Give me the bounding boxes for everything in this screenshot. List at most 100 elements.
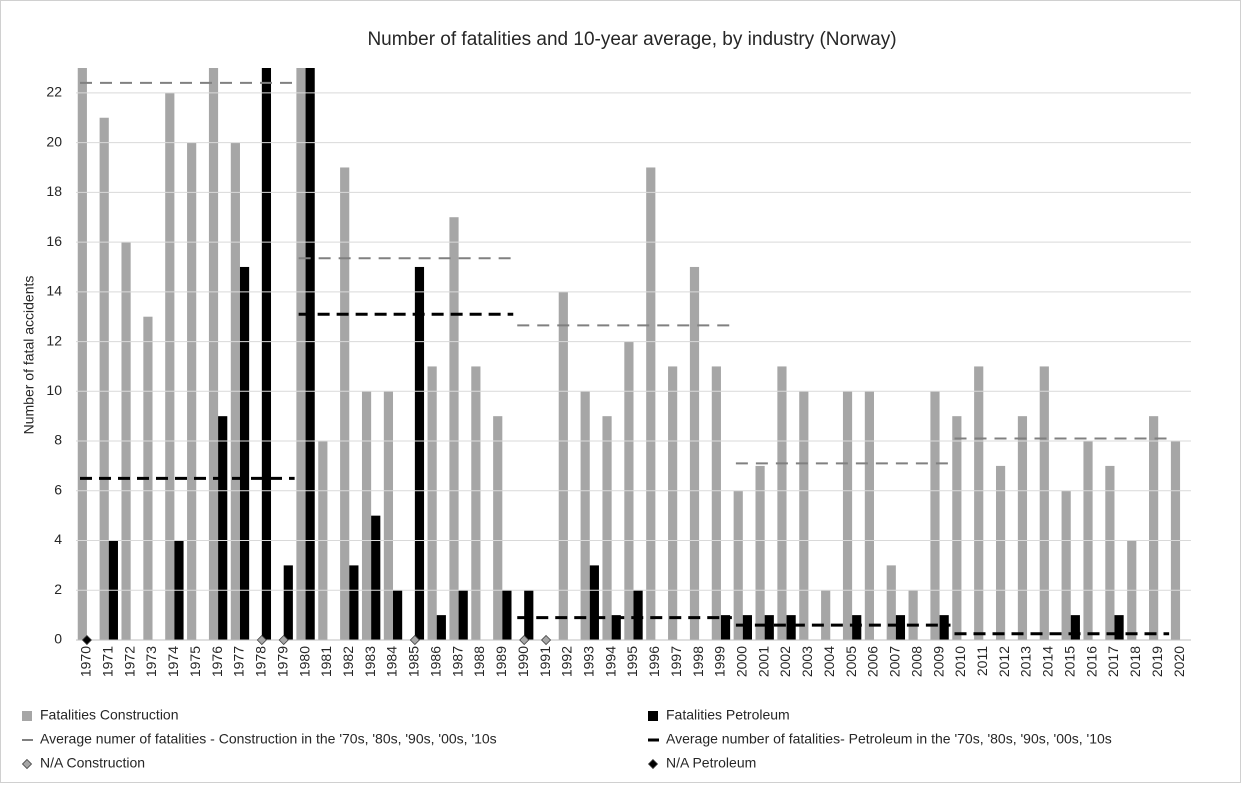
y-tick-label: 22 [46, 84, 62, 100]
bar [361, 391, 372, 640]
bar [633, 590, 643, 640]
bar [646, 167, 656, 640]
bar [908, 590, 918, 640]
bar [852, 615, 862, 640]
bar [733, 490, 743, 640]
x-tick-label: 2004 [821, 646, 837, 677]
legend-label: Average numer of fatalities - Constructi… [40, 731, 497, 747]
bar [383, 391, 394, 640]
bar [371, 515, 381, 640]
bar [1061, 490, 1071, 640]
y-tick-label: 0 [54, 631, 62, 647]
bar [449, 217, 459, 640]
chart-title: Number of fatalities and 10-year average… [367, 29, 896, 50]
x-tick-label: 1977 [231, 646, 247, 677]
bar [995, 465, 1006, 640]
x-tick-label: 1975 [187, 646, 203, 677]
x-tick-label: 1978 [253, 646, 269, 677]
bar [952, 416, 962, 640]
x-tick-label: 1986 [427, 646, 443, 677]
na-marker [256, 634, 267, 646]
bar [208, 68, 219, 641]
bar [786, 615, 796, 640]
y-tick-label: 16 [46, 233, 62, 249]
bar [261, 68, 272, 641]
x-tick-label: 2017 [1105, 646, 1121, 677]
bar [524, 590, 534, 640]
x-tick-label: 1990 [515, 646, 531, 677]
x-tick-label: 1970 [78, 646, 94, 677]
y-tick-label: 12 [46, 332, 62, 348]
y-tick-label: 6 [54, 481, 62, 497]
x-tick-label: 2016 [1083, 646, 1099, 677]
legend-swatch [21, 758, 33, 770]
y-tick-label: 20 [46, 133, 62, 149]
x-tick-label: 2000 [734, 646, 750, 677]
x-tick-label: 1998 [690, 646, 706, 677]
bar [974, 366, 984, 640]
bar [886, 565, 896, 640]
x-tick-label: 2013 [1018, 646, 1034, 677]
bar [1114, 615, 1124, 640]
x-tick-label: 1987 [449, 646, 465, 677]
x-tick-label: 1974 [165, 646, 181, 677]
legend-label: Average number of fatalities- Petroleum … [666, 731, 1112, 747]
x-tick-label: 2020 [1171, 646, 1187, 677]
x-tick-label: 1983 [362, 646, 378, 677]
legend-swatch [648, 711, 658, 721]
bar [1039, 366, 1049, 640]
bar [689, 266, 700, 640]
bar [1070, 615, 1080, 640]
bar [165, 92, 175, 640]
bar [720, 615, 731, 640]
bar [427, 366, 437, 640]
x-tick-label: 1981 [318, 646, 334, 677]
bar [895, 615, 906, 640]
x-tick-label: 1992 [559, 646, 575, 677]
x-tick-label: 1989 [493, 646, 509, 677]
bar [1105, 465, 1115, 640]
bar [239, 266, 250, 640]
x-tick-label: 2005 [843, 646, 859, 677]
bar [842, 391, 853, 640]
y-tick-label: 8 [54, 432, 62, 448]
x-tick-label: 1999 [712, 646, 728, 677]
bar [764, 615, 774, 640]
legend-label: Fatalities Construction [40, 707, 179, 723]
bar [711, 366, 721, 640]
x-tick-label: 1982 [340, 646, 356, 677]
y-tick-label: 2 [54, 581, 62, 597]
bar [755, 465, 765, 640]
legend-label: N/A Construction [40, 755, 145, 771]
x-tick-label: 1995 [624, 646, 640, 677]
na-marker [519, 634, 530, 646]
bar [393, 590, 403, 640]
na-marker [540, 634, 552, 646]
x-tick-label: 1997 [668, 646, 684, 677]
y-tick-label: 18 [46, 183, 62, 199]
x-tick-label: 1984 [384, 646, 400, 677]
bar [668, 366, 678, 640]
bar [580, 391, 590, 640]
x-tick-label: 1976 [209, 646, 225, 677]
bar [864, 391, 874, 640]
x-tick-label: 1973 [143, 646, 159, 677]
bar [611, 615, 621, 640]
bar [99, 117, 109, 640]
legend-swatch [22, 711, 32, 721]
x-tick-label: 2001 [755, 646, 771, 677]
bar [821, 590, 831, 640]
bar [340, 167, 350, 640]
x-tick-label: 2002 [777, 646, 793, 677]
bar [502, 590, 512, 640]
bar [349, 565, 359, 640]
bar [493, 416, 503, 640]
bar [1017, 416, 1028, 640]
bar [930, 391, 940, 640]
x-tick-label: 1988 [471, 646, 487, 677]
x-tick-label: 1991 [537, 646, 553, 677]
x-tick-label: 2003 [799, 646, 815, 677]
y-tick-label: 14 [46, 283, 62, 299]
bar [296, 68, 306, 641]
